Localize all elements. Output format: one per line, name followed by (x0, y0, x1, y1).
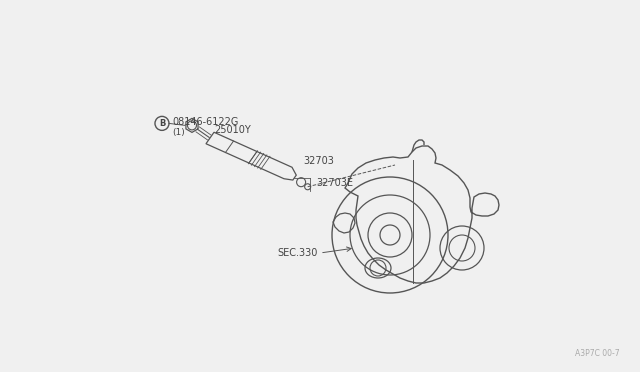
Text: SEC.330: SEC.330 (278, 248, 318, 258)
Text: 25010Y: 25010Y (214, 125, 251, 135)
Text: (1): (1) (172, 128, 185, 137)
Text: 32703E: 32703E (316, 178, 353, 188)
Text: 08146-6122G: 08146-6122G (172, 118, 238, 127)
Text: B: B (159, 119, 165, 128)
Text: 32703: 32703 (303, 156, 334, 166)
Text: A3P7C 00-7: A3P7C 00-7 (575, 349, 620, 358)
